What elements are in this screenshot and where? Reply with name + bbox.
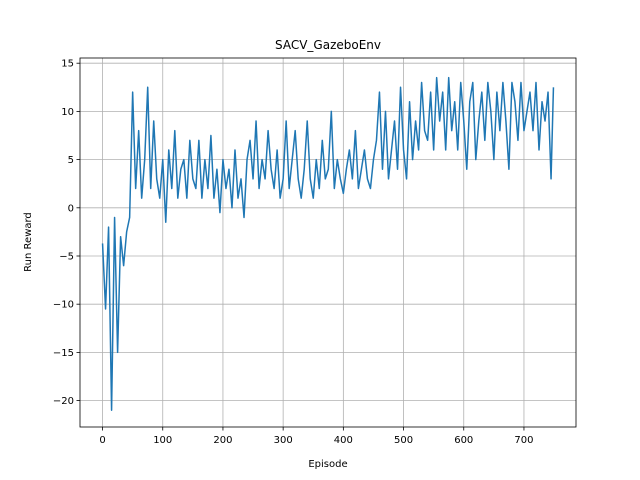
y-tick-label: −15 <box>53 348 74 359</box>
y-tick-label: 5 <box>68 155 74 166</box>
x-tick-label: 0 <box>99 435 105 446</box>
y-tick-label: −20 <box>53 396 74 407</box>
x-tick-label: 300 <box>274 435 293 446</box>
x-tick-label: 600 <box>454 435 473 446</box>
y-tick-label: 15 <box>61 59 74 70</box>
chart-title: SACV_GazeboEnv <box>275 38 381 52</box>
x-tick-label: 700 <box>514 435 533 446</box>
data-line <box>101 76 555 411</box>
x-tick-label: 400 <box>334 435 353 446</box>
y-tick-label: −10 <box>53 300 74 311</box>
axes-frame <box>79 57 577 428</box>
x-axis-label: Episode <box>308 459 347 470</box>
x-tick-label: 500 <box>394 435 413 446</box>
y-tick-label: 0 <box>68 203 74 214</box>
x-tick-label: 100 <box>153 435 172 446</box>
y-axis-label: Run Reward <box>23 212 34 272</box>
x-tick-label: 200 <box>213 435 232 446</box>
y-tick-label: 10 <box>61 107 74 118</box>
y-tick-label: −5 <box>59 251 74 262</box>
